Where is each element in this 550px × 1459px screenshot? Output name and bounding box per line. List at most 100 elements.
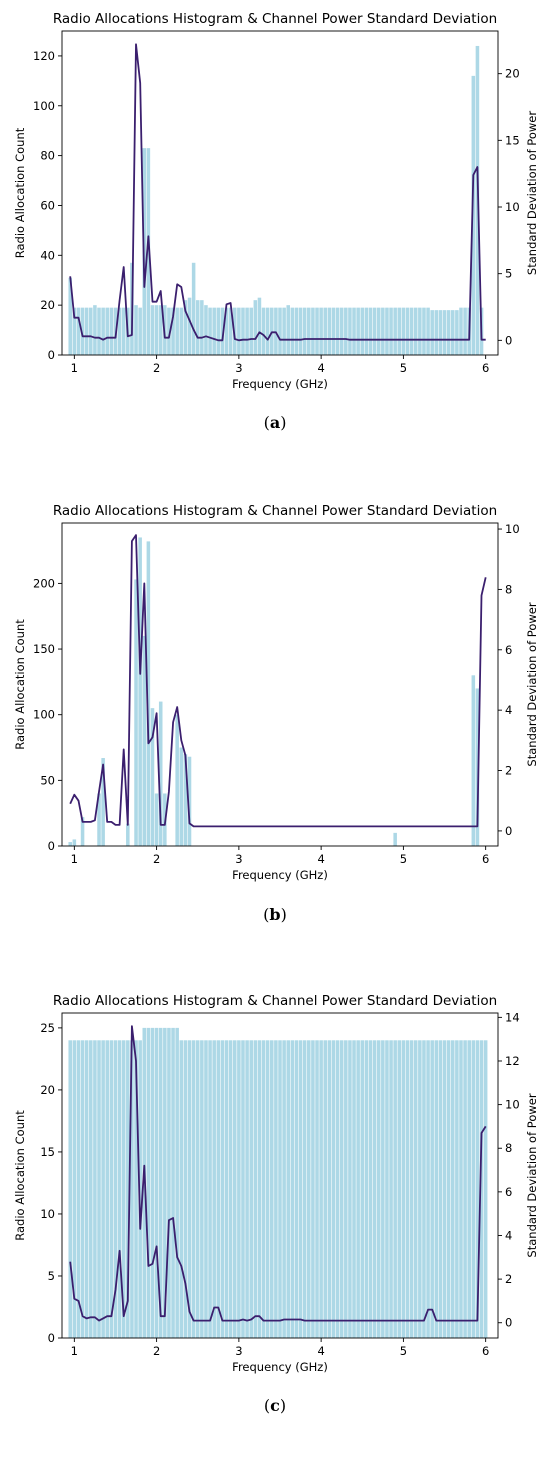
bar xyxy=(298,307,303,355)
chart-title: Radio Allocations Histogram & Channel Po… xyxy=(53,993,497,1009)
bar xyxy=(475,1040,480,1338)
y-tick-label: 100 xyxy=(33,708,55,722)
x-tick-label: 3 xyxy=(235,852,242,866)
bar xyxy=(84,1040,89,1338)
bar xyxy=(442,310,447,355)
bar xyxy=(150,305,155,355)
bar xyxy=(459,307,463,355)
chart-title: Radio Allocations Histogram & Channel Po… xyxy=(53,503,497,519)
chart-b: Radio Allocations Histogram & Channel Po… xyxy=(13,503,539,882)
bar xyxy=(76,307,81,355)
bar xyxy=(290,307,295,355)
bar xyxy=(418,307,422,355)
bar xyxy=(216,1040,221,1338)
bar xyxy=(72,839,77,846)
bar xyxy=(187,756,192,846)
bar xyxy=(158,1027,163,1338)
bar xyxy=(195,300,200,355)
x-tick-label: 2 xyxy=(153,852,160,866)
y2-tick-label: 14 xyxy=(505,1010,520,1024)
bar xyxy=(319,307,323,355)
bar xyxy=(183,1040,188,1338)
bar xyxy=(422,1040,426,1338)
plot-frame xyxy=(61,522,499,847)
bar xyxy=(208,1040,212,1338)
bar xyxy=(126,823,130,846)
y-tick-label: 10 xyxy=(40,1207,55,1221)
bar xyxy=(204,305,208,355)
bar xyxy=(117,307,122,355)
bar xyxy=(93,305,97,355)
y2-tick-label: 0 xyxy=(505,333,512,347)
bar xyxy=(434,310,439,355)
bar xyxy=(335,1040,340,1338)
bar xyxy=(471,675,476,846)
bar xyxy=(68,842,72,846)
bar xyxy=(294,307,299,355)
bar xyxy=(368,1040,373,1338)
x-tick-label: 6 xyxy=(482,361,489,375)
bar xyxy=(483,1040,488,1338)
chart-a: Radio Allocations Histogram & Channel Po… xyxy=(13,11,539,391)
bar xyxy=(121,307,126,355)
bar xyxy=(171,1027,175,1338)
bar xyxy=(228,307,233,355)
bar xyxy=(105,1040,110,1338)
bar xyxy=(298,1040,303,1338)
bar xyxy=(385,1040,389,1338)
bar xyxy=(183,754,188,846)
bar xyxy=(446,1040,451,1338)
bar xyxy=(158,701,163,846)
bar xyxy=(265,307,270,355)
bar xyxy=(224,307,229,355)
y2-tick-label: 6 xyxy=(505,643,512,657)
bar xyxy=(212,1040,216,1338)
bar xyxy=(455,1040,459,1338)
bar xyxy=(113,1040,118,1338)
bar xyxy=(183,300,188,355)
bar xyxy=(311,1040,315,1338)
plot-frame xyxy=(61,30,499,356)
chart-panel-c: Radio Allocations Histogram & Channel Po… xyxy=(0,984,550,1459)
bar xyxy=(385,307,389,355)
bar xyxy=(68,277,72,355)
bar xyxy=(426,307,430,355)
bar xyxy=(253,1040,258,1338)
x-tick-label: 1 xyxy=(71,1344,78,1358)
y-tick-label: 15 xyxy=(40,1145,55,1159)
y-tick-label: 40 xyxy=(40,248,55,262)
bar xyxy=(191,1040,196,1338)
bar xyxy=(307,307,311,355)
y2-tick-label: 4 xyxy=(505,703,512,717)
bar xyxy=(430,310,434,355)
bar xyxy=(479,1040,484,1338)
bar xyxy=(158,305,163,355)
bar xyxy=(327,307,332,355)
bar xyxy=(302,307,307,355)
bar xyxy=(80,817,85,846)
bar xyxy=(167,307,171,355)
y-tick-label: 20 xyxy=(40,298,55,312)
x-axis-label: Frequency (GHz) xyxy=(232,868,328,882)
y2-tick-label: 10 xyxy=(505,522,520,536)
bar xyxy=(356,1040,360,1338)
bar xyxy=(84,307,89,355)
bar xyxy=(311,307,315,355)
bar xyxy=(450,310,455,355)
bar xyxy=(418,1040,422,1338)
x-tick-label: 4 xyxy=(317,1344,324,1358)
bar xyxy=(220,1040,225,1338)
x-tick-label: 3 xyxy=(235,361,242,375)
bar xyxy=(208,307,212,355)
bar xyxy=(405,1040,410,1338)
bar xyxy=(376,307,381,355)
bar xyxy=(381,1040,385,1338)
bar xyxy=(109,307,114,355)
bar xyxy=(130,1040,134,1338)
bar xyxy=(348,307,352,355)
bar xyxy=(348,1040,352,1338)
y-tick-label: 0 xyxy=(48,1331,55,1345)
x-tick-label: 1 xyxy=(71,852,78,866)
bar xyxy=(138,1040,142,1338)
y-tick-label: 5 xyxy=(48,1269,55,1283)
